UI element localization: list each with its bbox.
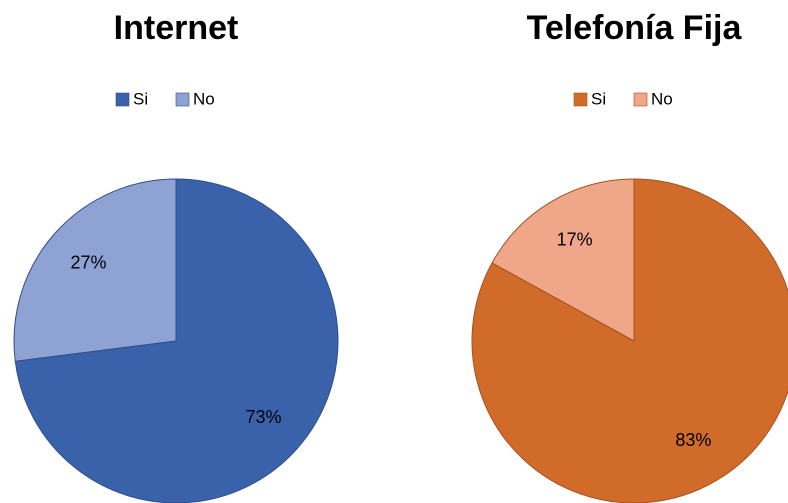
legend-label: Si — [591, 89, 606, 108]
pie-slice — [13, 178, 177, 362]
legend-swatch — [115, 92, 130, 107]
chart-title: Internet — [114, 9, 239, 47]
legend-swatch — [633, 92, 648, 107]
data-label: 83% — [675, 430, 711, 450]
legend-swatch — [573, 92, 588, 107]
data-label: 17% — [557, 229, 593, 249]
pie-slice — [471, 178, 788, 503]
legend-label: Si — [133, 89, 148, 108]
pie-slice — [491, 178, 635, 342]
data-label: 27% — [70, 253, 106, 273]
legend-swatch — [175, 92, 190, 107]
legend-label: No — [651, 89, 673, 108]
legend-label: No — [193, 89, 215, 108]
data-label: 73% — [245, 407, 281, 427]
chart-title: Telefonía Fija — [527, 9, 743, 47]
pie-slice — [14, 178, 339, 503]
